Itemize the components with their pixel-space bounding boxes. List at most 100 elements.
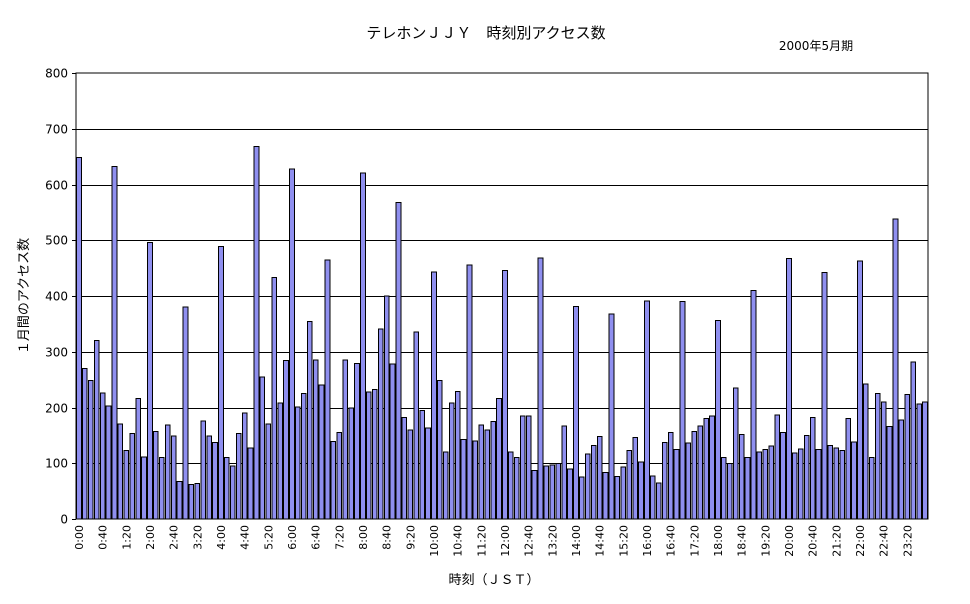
bar: [851, 441, 857, 520]
bar: [726, 462, 733, 520]
bar: [691, 430, 698, 520]
bar: [182, 306, 189, 520]
bar: [212, 442, 218, 520]
bar: [644, 300, 650, 520]
x-tick-label: 12:00: [499, 525, 512, 557]
bar: [425, 427, 431, 520]
bar: [277, 402, 283, 520]
bar: [413, 331, 420, 520]
bar: [709, 415, 715, 520]
bar: [567, 468, 573, 520]
bar: [922, 401, 928, 520]
bar: [206, 435, 212, 520]
x-tick-label: 15:20: [617, 525, 630, 557]
bar: [697, 425, 704, 520]
x-tick-label: 8:40: [381, 525, 394, 550]
bar: [738, 433, 745, 520]
x-tick-label: 10:00: [428, 525, 441, 557]
x-tick-label: 3:20: [191, 525, 204, 550]
bar: [235, 433, 242, 520]
bar: [141, 456, 147, 520]
bar: [561, 425, 567, 520]
bar: [466, 264, 473, 520]
x-tick-label: 20:00: [783, 525, 796, 557]
x-tick-label: 16:00: [641, 525, 654, 557]
bar: [389, 363, 396, 520]
bar: [750, 289, 757, 520]
bar: [82, 367, 88, 520]
bar: [685, 442, 692, 520]
bar: [703, 418, 709, 520]
bar: [295, 406, 301, 520]
x-tick-label: 18:00: [712, 525, 725, 557]
bar: [886, 425, 893, 520]
bar: [490, 420, 496, 520]
x-tick-label: 21:20: [830, 525, 843, 557]
bar: [93, 340, 100, 520]
x-tick-label: 12:40: [523, 525, 536, 557]
bar: [845, 418, 851, 520]
bar: [442, 451, 449, 520]
x-tick-label: 22:00: [854, 525, 867, 557]
bar: [596, 435, 603, 520]
bar: [555, 462, 562, 520]
y-tick-label: 0: [60, 513, 68, 527]
bar: [158, 457, 165, 520]
bar: [679, 301, 686, 520]
bar: [431, 271, 437, 520]
bar: [87, 380, 94, 520]
bar: [360, 172, 366, 520]
x-tick-label: 20:40: [807, 525, 820, 557]
bar: [147, 241, 153, 520]
bar: [194, 482, 201, 520]
bar: [531, 470, 538, 520]
bar: [454, 390, 461, 520]
bar: [519, 415, 526, 520]
bar: [815, 448, 822, 520]
y-tick-label: 500: [45, 234, 68, 248]
bar: [549, 464, 556, 520]
bar: [366, 391, 372, 520]
bar: [809, 417, 816, 520]
bar: [768, 445, 775, 520]
bar: [188, 483, 195, 520]
bar: [265, 423, 272, 520]
x-tick-label: 4:00: [215, 525, 228, 550]
bar: [377, 328, 384, 520]
bar: [259, 376, 266, 520]
x-tick-label: 9:20: [404, 525, 417, 550]
bar: [525, 415, 532, 520]
bar: [638, 461, 644, 520]
bar: [271, 277, 278, 520]
bar: [496, 398, 502, 520]
bar: [395, 201, 402, 520]
bar: [99, 392, 106, 520]
bar: [892, 218, 899, 520]
bar: [448, 402, 455, 520]
bar: [513, 457, 520, 520]
x-tick-label: 14:40: [594, 525, 607, 557]
x-tick-label: 22:40: [878, 525, 891, 557]
x-tick-label: 8:00: [357, 525, 370, 550]
bar: [803, 434, 810, 520]
x-tick-label: 14:00: [570, 525, 583, 557]
bar: [673, 448, 680, 520]
bar: [241, 412, 248, 520]
bar: [460, 438, 467, 520]
bar: [632, 437, 638, 520]
bar: [478, 424, 485, 520]
bar: [797, 448, 804, 520]
bar: [898, 419, 905, 520]
chart-subtitle: 2000年5月期: [779, 39, 853, 53]
x-tick-label: 10:40: [452, 525, 465, 557]
bar: [330, 441, 337, 520]
bar: [857, 260, 863, 520]
bar: [874, 393, 881, 520]
y-tick-label: 600: [45, 179, 68, 193]
bar: [117, 423, 124, 520]
bar: [579, 476, 585, 520]
bar: [744, 457, 751, 520]
bar: [543, 465, 550, 520]
bar: [437, 380, 443, 520]
bar: [584, 453, 591, 520]
